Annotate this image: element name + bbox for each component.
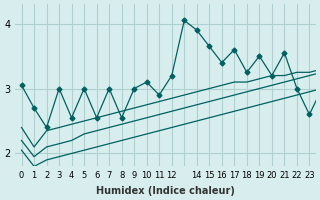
X-axis label: Humidex (Indice chaleur): Humidex (Indice chaleur) <box>96 186 235 196</box>
